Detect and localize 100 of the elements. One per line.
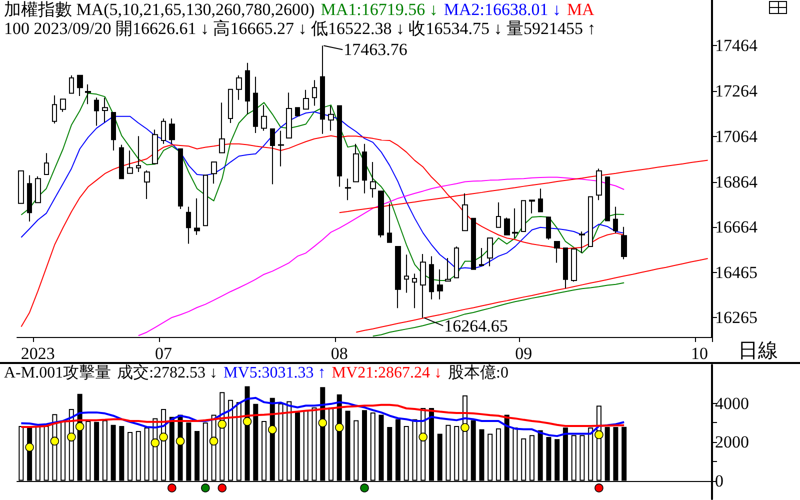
candlestick	[77, 74, 83, 96]
candlestick	[286, 92, 292, 138]
candlestick	[295, 107, 300, 116]
candlestick	[18, 170, 24, 204]
line-series	[356, 258, 708, 333]
candlestick	[127, 150, 133, 174]
candlestick	[102, 97, 108, 123]
candlestick	[337, 105, 342, 188]
candlestick	[278, 130, 284, 167]
point	[75, 422, 84, 431]
candlestick	[152, 129, 158, 164]
line-series	[372, 282, 625, 337]
candlestick	[605, 176, 610, 222]
candlestick	[445, 258, 451, 282]
candlestick	[538, 188, 543, 212]
annotation: 17463.76	[344, 40, 408, 60]
y-tick-label: 16664	[715, 218, 758, 237]
candlestick	[387, 202, 392, 243]
chart-title: 加權指數 MA(5,10,21,65,130,260,780,2600)	[4, 0, 315, 19]
candlestick	[270, 128, 275, 185]
candlestick	[35, 176, 41, 204]
candlestick	[253, 76, 258, 134]
candlestick	[328, 105, 334, 132]
candlestick	[370, 162, 376, 198]
candlestick	[178, 148, 183, 210]
candlestick	[52, 94, 57, 124]
candlestick	[521, 200, 526, 232]
candlestick	[169, 118, 175, 144]
point	[594, 430, 604, 440]
point	[218, 484, 227, 492]
candlestick	[211, 162, 217, 184]
line-series	[20, 92, 625, 281]
point	[218, 420, 227, 429]
y-tick-label: 16265	[715, 308, 758, 328]
y-tick-label: 16864	[715, 172, 758, 192]
candlestick	[144, 170, 150, 200]
candlestick	[203, 174, 208, 226]
candlestick	[621, 226, 627, 260]
candlestick	[471, 218, 476, 270]
annotation: 成交:2782.53 ↓	[117, 364, 218, 382]
candlestick	[345, 178, 351, 201]
point	[318, 418, 328, 428]
candlestick	[479, 248, 484, 266]
point	[360, 484, 369, 492]
candlestick	[245, 62, 250, 115]
candlestick	[504, 217, 510, 236]
candlestick	[186, 206, 191, 244]
candlestick	[429, 256, 434, 300]
text: MA2:16638.01 ↓	[444, 0, 561, 19]
point	[268, 425, 277, 434]
candlestick	[378, 190, 384, 238]
candlestick	[111, 112, 116, 151]
candlestick	[219, 102, 225, 154]
candlestick	[546, 216, 551, 240]
candlestick	[94, 97, 99, 126]
candlestick	[579, 230, 585, 254]
point	[176, 436, 185, 446]
point	[334, 423, 344, 432]
y-tick-label: 0	[715, 471, 724, 490]
candlestick	[512, 208, 518, 239]
point	[50, 436, 60, 446]
candlestick	[613, 206, 618, 234]
x-axis-title: 日線	[738, 340, 778, 362]
annotation: 16264.65	[444, 316, 508, 336]
line-series	[20, 111, 625, 270]
candlestick	[529, 200, 535, 214]
y-tick-label: 17064	[715, 126, 758, 146]
candlestick	[44, 152, 49, 176]
line-series	[20, 404, 626, 428]
point	[168, 484, 176, 492]
point	[25, 442, 34, 452]
x-tick-label: 10	[690, 344, 708, 363]
series-label: MV21:2867.24 ↓	[332, 364, 442, 382]
point	[594, 484, 604, 492]
y-tick-label: 17264	[715, 82, 758, 100]
text: MA1:16719.56 ↓	[320, 0, 438, 19]
candlestick	[228, 88, 233, 124]
line-series	[138, 176, 625, 336]
candlestick	[454, 246, 459, 278]
candlestick	[487, 238, 493, 267]
candlestick	[136, 136, 141, 173]
chart-title: A-M.001攻擊量	[4, 364, 112, 382]
candlestick	[194, 198, 200, 236]
point	[209, 436, 218, 446]
point	[242, 417, 252, 426]
point	[201, 484, 210, 492]
text: 100 2023/09/20 開16626.61 ↓ 高16665.27 ↓ 低16522.38 ↓ 收16534.75 ↓ 量5921455 ↑	[4, 19, 596, 38]
candlestick	[161, 118, 166, 144]
candlestick	[596, 168, 602, 201]
candlestick	[362, 143, 367, 194]
candlestick	[69, 74, 74, 94]
y-tick-label: 2000	[715, 432, 749, 452]
candlestick	[119, 144, 124, 180]
annotation: 股本億:0	[448, 364, 508, 382]
candlestick	[437, 268, 443, 300]
candlestick	[261, 104, 267, 132]
candlestick	[404, 254, 409, 294]
candlestick	[496, 202, 501, 228]
candlestick	[27, 174, 32, 222]
point	[67, 432, 76, 442]
